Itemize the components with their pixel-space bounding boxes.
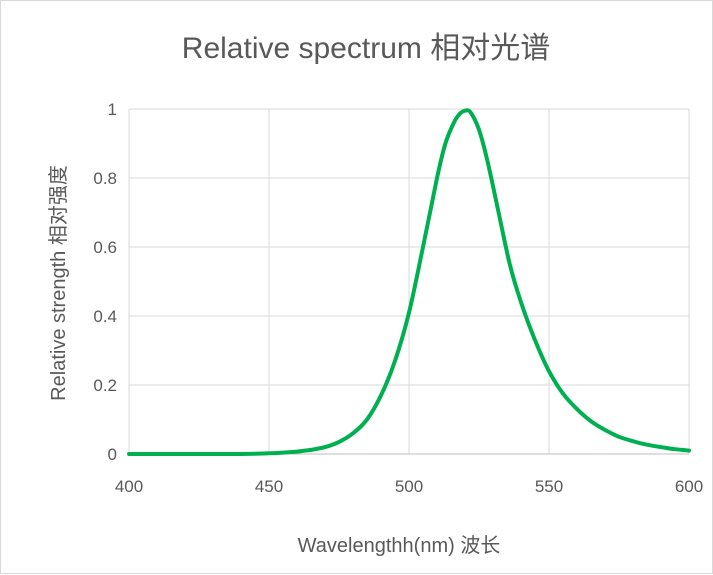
tick-labels: 400 450 500 550 600 0 0.2 0.4 0.6 0.8 1 — [93, 100, 703, 496]
y-tick-label: 0 — [108, 445, 117, 464]
y-tick-label: 0.8 — [93, 169, 117, 188]
grid — [129, 108, 690, 454]
x-tick-label: 400 — [115, 477, 143, 496]
x-tick-label: 550 — [535, 477, 563, 496]
y-tick-label: 0.6 — [93, 238, 117, 257]
y-tick-label: 0.2 — [93, 376, 117, 395]
y-tick-label: 1 — [108, 100, 117, 119]
series-layer — [127, 108, 691, 457]
y-tick-label: 0.4 — [93, 307, 117, 326]
x-tick-label: 450 — [255, 477, 283, 496]
x-axis-title: Wavelengthh(nm) 波长 — [298, 534, 501, 557]
chart-title: Relative spectrum 相对光谱 — [182, 32, 550, 65]
x-tick-label: 600 — [675, 477, 703, 496]
x-tick-label: 500 — [395, 477, 423, 496]
y-axis-title: Relative strength 相对强度 — [47, 165, 70, 401]
series-line — [127, 108, 691, 457]
